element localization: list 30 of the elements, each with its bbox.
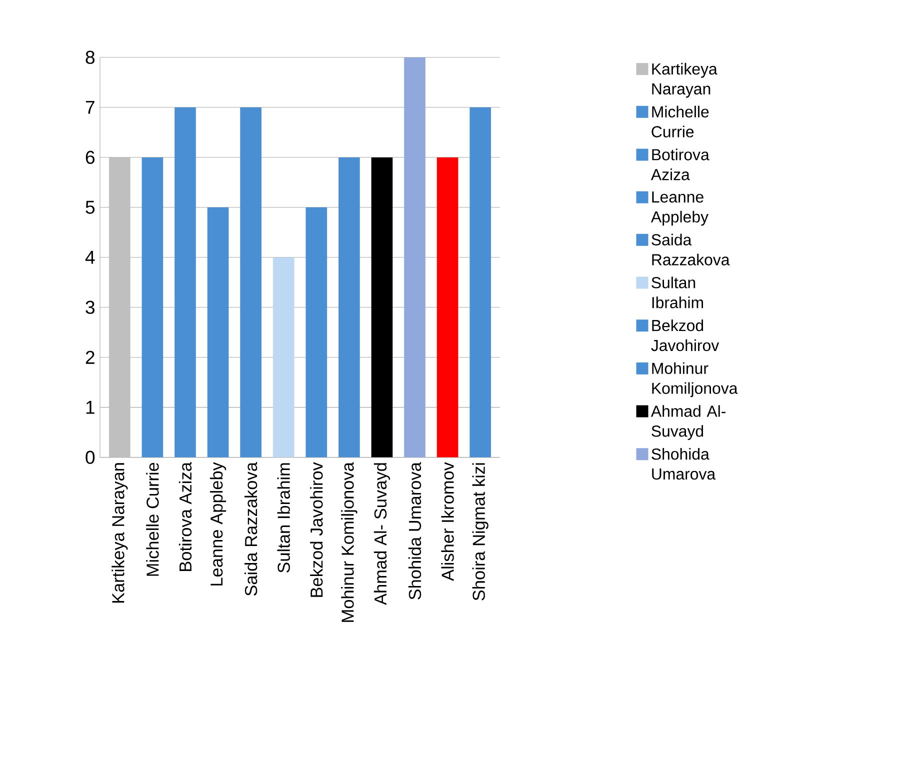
x-tick-label: Alisher Ikromov <box>441 462 454 582</box>
y-tick-label: 0 <box>86 450 95 464</box>
legend-label: Saida Razzakova <box>652 234 730 266</box>
legend-label: Kartikeya Narayan <box>652 63 718 98</box>
y-tick-label: 7 <box>86 101 94 114</box>
legend-label: Bekzod Javohirov <box>651 320 720 352</box>
y-tick-label: 3 <box>86 300 94 314</box>
y-tick-label: 2 <box>86 350 94 364</box>
y-tick-label: 8 <box>86 50 95 64</box>
legend-label: Ahmad Al- Suvayd <box>650 405 726 440</box>
x-tick-label: Sultan Ibrahim <box>277 463 290 573</box>
legend-label: Sultan Ibrahim <box>652 276 704 308</box>
x-tick-label: Leanne Appleby <box>210 462 226 586</box>
legend-label: Botirova Aziza <box>650 148 710 180</box>
y-tick-label: 1 <box>86 401 94 414</box>
x-tick-label: Bekzod Javohirov <box>310 462 323 598</box>
x-tick-label: Michelle Currie <box>146 463 159 576</box>
legend-label: Leanne Appleby <box>650 192 708 226</box>
y-tick-label: 5 <box>86 201 95 214</box>
x-tick-label: Shohida Umarova <box>408 462 422 600</box>
x-tick-label: Shoira Nigmat kizi <box>472 463 488 601</box>
x-tick-label: Botirova Aziza <box>178 462 192 572</box>
y-tick-label: 4 <box>85 251 95 264</box>
y-tick-label: 6 <box>86 150 94 164</box>
x-tick-label: Saida Razzakova <box>244 462 258 596</box>
legend-label: Mohinur Komiljonova <box>652 362 738 398</box>
legend-label: Michelle Currie <box>652 106 709 138</box>
x-tick-label: Mohinur Komiljonova <box>341 462 358 622</box>
x-tick-label: Ahmad Al- Suvayd <box>374 463 390 606</box>
x-tick-label: Kartikeya Narayan <box>112 463 128 603</box>
